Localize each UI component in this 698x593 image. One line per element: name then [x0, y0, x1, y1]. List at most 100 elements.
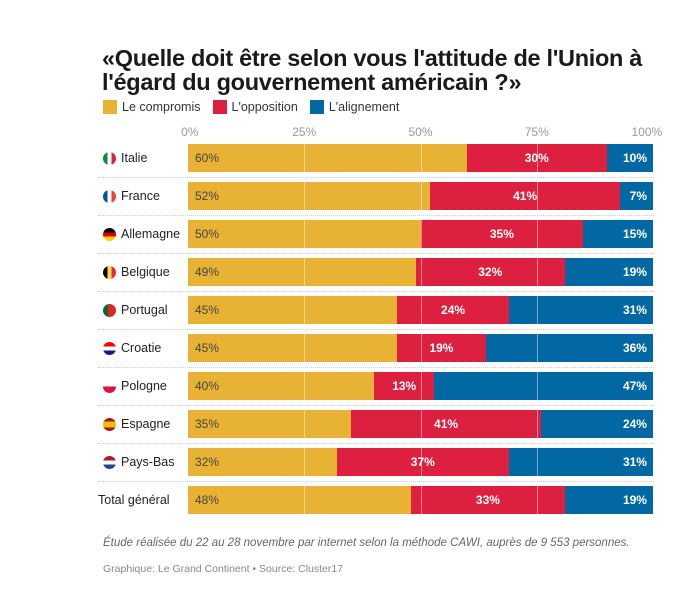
- france-flag-icon: [103, 189, 116, 203]
- data-label: 31%: [622, 303, 647, 317]
- portugal-flag-icon: [103, 303, 116, 317]
- category-name: Espagne: [121, 417, 171, 431]
- bar-segment-compromis: 45%: [188, 296, 398, 324]
- gridline: [304, 410, 306, 438]
- category-label: Croatie: [103, 334, 161, 362]
- row-divider: [98, 291, 654, 292]
- germany-flag-icon: [103, 227, 116, 241]
- data-label: 47%: [622, 379, 647, 393]
- gridline: [536, 182, 538, 210]
- bar-segment-alignement: 47%: [434, 372, 653, 400]
- row-divider: [98, 215, 654, 216]
- croatia-flag-icon: [103, 341, 116, 355]
- chart-row: Italie: [98, 144, 654, 182]
- netherlands-flag-icon: [103, 455, 116, 469]
- data-label: 24%: [622, 417, 647, 431]
- category-name: Total général: [98, 493, 170, 507]
- gridline: [420, 220, 422, 248]
- data-label: 15%: [622, 227, 647, 241]
- gridline: [420, 410, 422, 438]
- data-label: 35%: [489, 227, 514, 241]
- category-label: France: [103, 182, 160, 210]
- legend-item-alignement: L'alignement: [309, 100, 400, 114]
- legend-label: L'alignement: [328, 100, 400, 114]
- chart-row: Pays-Bas: [98, 448, 654, 486]
- data-label: 32%: [195, 455, 220, 469]
- category-name: Allemagne: [121, 227, 181, 241]
- row-divider: [98, 329, 654, 330]
- chart-row: Belgique: [98, 258, 654, 296]
- data-label: 60%: [195, 151, 220, 165]
- category-label: Italie: [103, 144, 147, 172]
- chart-row: Allemagne: [98, 220, 654, 258]
- bar-segment-alignement: 7%: [620, 182, 653, 210]
- gridline: [420, 448, 422, 476]
- poland-flag-icon: [103, 379, 116, 393]
- chart-row: Croatie: [98, 334, 654, 372]
- bar-segment-compromis: 49%: [188, 258, 416, 286]
- gridline: [304, 182, 306, 210]
- belgium-flag-icon: [103, 265, 116, 279]
- gridline: [536, 334, 538, 362]
- bar-segment-opposition: 33%: [411, 486, 565, 514]
- category-label: Pologne: [103, 372, 167, 400]
- chart-title-line-2: l'égard du gouvernement américain ?»: [102, 69, 522, 95]
- x-tick-label: 100%: [631, 125, 663, 139]
- row-divider: [98, 443, 654, 444]
- row-divider: [98, 367, 654, 368]
- bar-segment-opposition: 35%: [420, 220, 584, 248]
- bar-segment-compromis: 48%: [188, 486, 412, 514]
- legend-item-compromis: Le compromis: [103, 100, 201, 114]
- gridline: [536, 144, 538, 172]
- bar-segment-alignement: 19%: [564, 258, 653, 286]
- gridline: [420, 296, 422, 324]
- bar-segment-alignement: 15%: [583, 220, 653, 248]
- bar-segment-compromis: 50%: [188, 220, 421, 248]
- data-label: 31%: [622, 455, 647, 469]
- gridline: [536, 296, 538, 324]
- row-divider: [98, 177, 654, 178]
- bar-segment-compromis: 40%: [188, 372, 374, 400]
- gridline: [304, 372, 306, 400]
- gridline: [420, 486, 422, 514]
- row-divider: [98, 253, 654, 254]
- data-label: 40%: [195, 379, 220, 393]
- category-name: Pays-Bas: [121, 455, 175, 469]
- gridline: [304, 144, 306, 172]
- bar-segment-alignement: 31%: [508, 448, 653, 476]
- gridline: [536, 486, 538, 514]
- chart-title-line-1: «Quelle doit être selon vous l'attitude …: [102, 45, 643, 71]
- gridline: [420, 258, 422, 286]
- x-tick-label: 0%: [181, 125, 199, 139]
- legend-label: L'opposition: [231, 100, 298, 114]
- data-label: 13%: [392, 379, 417, 393]
- gridline: [304, 486, 306, 514]
- bar-segment-alignement: 24%: [541, 410, 653, 438]
- category-label: Pays-Bas: [103, 448, 175, 476]
- category-name: Croatie: [121, 341, 162, 355]
- gridline: [536, 258, 538, 286]
- data-label: 24%: [441, 303, 466, 317]
- study-note: Étude réalisée du 22 au 28 novembre par …: [103, 537, 630, 549]
- data-label: 52%: [195, 189, 220, 203]
- gridline: [304, 334, 306, 362]
- data-label: 48%: [195, 493, 220, 507]
- data-label: 32%: [478, 265, 503, 279]
- bar-segment-compromis: 60%: [188, 144, 467, 172]
- legend: Le compromis L'opposition L'alignement: [103, 100, 399, 114]
- bar-segment-opposition: 32%: [415, 258, 565, 286]
- category-label: Espagne: [103, 410, 170, 438]
- bar-segment-compromis: 45%: [188, 334, 398, 362]
- chart-row: France: [98, 182, 654, 220]
- gridline: [304, 448, 306, 476]
- italy-flag-icon: [103, 151, 116, 165]
- gridline: [420, 144, 422, 172]
- bar-segment-alignement: 19%: [564, 486, 653, 514]
- bar-segment-opposition: 13%: [374, 372, 435, 400]
- legend-swatch-compromis: [103, 100, 117, 114]
- data-label: 10%: [622, 151, 647, 165]
- gridline: [304, 296, 306, 324]
- x-tick-label: 75%: [524, 125, 549, 139]
- gridline: [536, 372, 538, 400]
- category-name: Pologne: [121, 379, 167, 393]
